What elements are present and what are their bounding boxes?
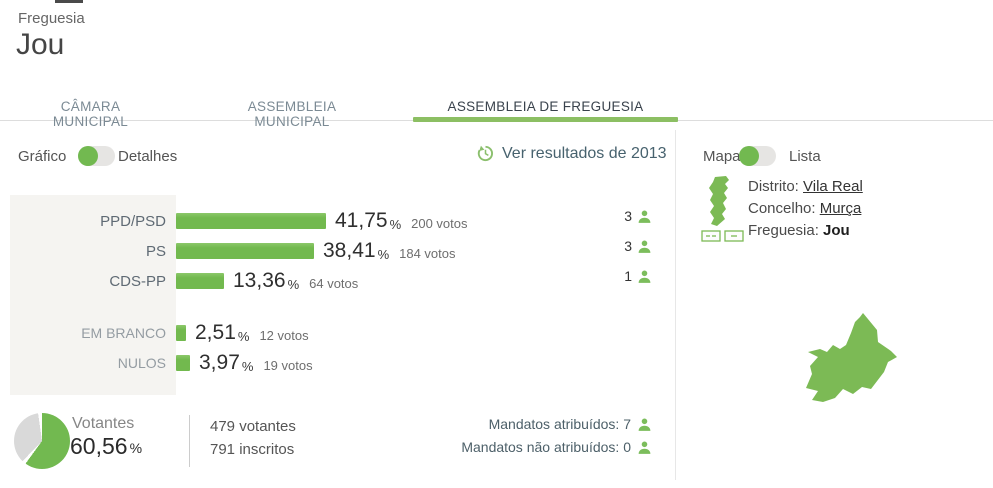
- tab-assembleia-municipal[interactable]: ASSEMBLEIA MUNICIPAL: [247, 99, 337, 129]
- person-icon: [638, 210, 651, 223]
- mandate-count: 3: [624, 208, 632, 224]
- mandates-unassigned-text: Mandatos não atribuídos: 0: [461, 439, 631, 455]
- map-toggle-label-mapa[interactable]: Mapa: [703, 148, 741, 165]
- tab-camara-municipal[interactable]: CÂMARA MUNICIPAL: [52, 99, 129, 129]
- screenshot-edge-artifact: [55, 0, 83, 3]
- party-label: CDS-PP: [109, 272, 166, 290]
- person-icon: [638, 270, 651, 283]
- panel-divider: [675, 130, 676, 480]
- result-bar: [176, 243, 314, 259]
- votes-value: 184 votos: [399, 246, 456, 261]
- voters-count: 479 votantes: [210, 418, 296, 435]
- view-toggle-label-detalhes[interactable]: Detalhes: [118, 148, 178, 165]
- party-label: PPD/PSD: [100, 212, 166, 230]
- history-icon: [477, 145, 494, 162]
- party-label: PS: [145, 242, 166, 260]
- mandate-count: 3: [624, 238, 632, 254]
- percent-sign: %: [389, 217, 402, 232]
- chart-label-panel: [10, 195, 176, 395]
- entity-type-label: Freguesia: [18, 10, 85, 27]
- votes-value: 200 votos: [411, 216, 468, 231]
- toggle-knob: [739, 146, 759, 166]
- votes-value: 19 votos: [263, 358, 313, 373]
- breadcrumb-district: Distrito: Vila Real: [748, 178, 863, 195]
- view-toggle-label-grafico[interactable]: Gráfico: [18, 148, 67, 165]
- mandate-count: 1: [624, 268, 632, 284]
- active-tab-underline: [413, 117, 678, 122]
- parish-map-shape[interactable]: [800, 303, 900, 403]
- breadcrumb-municipality: Concelho: Murça: [748, 200, 861, 217]
- result-bar: [176, 273, 224, 289]
- summary-divider: [189, 415, 190, 467]
- percent-value: 13,36: [233, 269, 286, 292]
- municipality-link[interactable]: Murça: [819, 200, 862, 217]
- mandates-cds-pp: 1: [560, 264, 652, 288]
- mandates-ps: 3: [560, 234, 652, 258]
- tab-assembleia-de-freguesia[interactable]: ASSEMBLEIA DE FREGUESIA: [447, 99, 644, 114]
- result-row-em-branco: EM BRANCO 2,51 % 12 votos: [10, 319, 309, 347]
- result-row-ppd-psd: PPD/PSD 41,75 % 200 votos: [10, 207, 468, 235]
- view-2013-results-link[interactable]: Ver resultados de 2013: [476, 144, 667, 163]
- percent-sign: %: [241, 359, 254, 374]
- mandates-assigned: Mandatos atribuídos: 7: [352, 416, 652, 432]
- map-toggle-label-lista[interactable]: Lista: [789, 148, 821, 165]
- district-link[interactable]: Vila Real: [803, 178, 863, 195]
- category-label: NULOS: [117, 355, 166, 371]
- result-row-cds-pp: CDS-PP 13,36 % 64 votos: [10, 267, 358, 295]
- votes-value: 64 votos: [309, 276, 359, 291]
- result-row-nulos: NULOS 3,97 % 19 votos: [10, 349, 313, 377]
- mandates-ppd-psd: 3: [560, 204, 652, 228]
- map-toggle-switch[interactable]: [739, 146, 776, 166]
- percent-sign: %: [377, 247, 390, 262]
- percent-value: 3,97: [199, 351, 240, 374]
- person-icon: [638, 441, 651, 454]
- result-bar: [176, 325, 186, 341]
- toggle-knob: [78, 146, 98, 166]
- district-label: Distrito:: [748, 178, 799, 195]
- page-title: Jou: [16, 28, 65, 61]
- category-label: EM BRANCO: [81, 325, 166, 341]
- percent-value: 41,75: [335, 209, 388, 232]
- portugal-map-icon: [701, 176, 744, 242]
- person-icon: [638, 240, 651, 253]
- person-icon: [638, 418, 651, 431]
- percent-sign: %: [287, 277, 300, 292]
- parish-label: Freguesia:: [748, 222, 819, 239]
- result-bar: [176, 355, 190, 371]
- view-toggle-switch[interactable]: [78, 146, 115, 166]
- registered-count: 791 inscritos: [210, 441, 295, 458]
- votantes-label: Votantes: [72, 415, 135, 432]
- votes-value: 12 votos: [259, 328, 309, 343]
- percent-sign: %: [237, 329, 250, 344]
- result-bar: [176, 213, 326, 229]
- turnout-value: 60,56: [70, 433, 128, 459]
- percent-sign: %: [129, 440, 143, 456]
- history-link-label: Ver resultados de 2013: [502, 144, 667, 162]
- result-row-ps: PS 38,41 % 184 votos: [10, 237, 456, 265]
- percent-value: 38,41: [323, 239, 376, 262]
- turnout-pie: [14, 413, 70, 469]
- parish-name: Jou: [823, 222, 850, 239]
- percent-value: 2,51: [195, 321, 236, 344]
- mandates-unassigned: Mandatos não atribuídos: 0: [352, 439, 652, 455]
- turnout-percent: 60,56 %: [70, 433, 142, 460]
- breadcrumb-parish: Freguesia: Jou: [748, 222, 850, 239]
- municipality-label: Concelho:: [748, 200, 816, 217]
- mandates-assigned-text: Mandatos atribuídos: 7: [488, 416, 631, 432]
